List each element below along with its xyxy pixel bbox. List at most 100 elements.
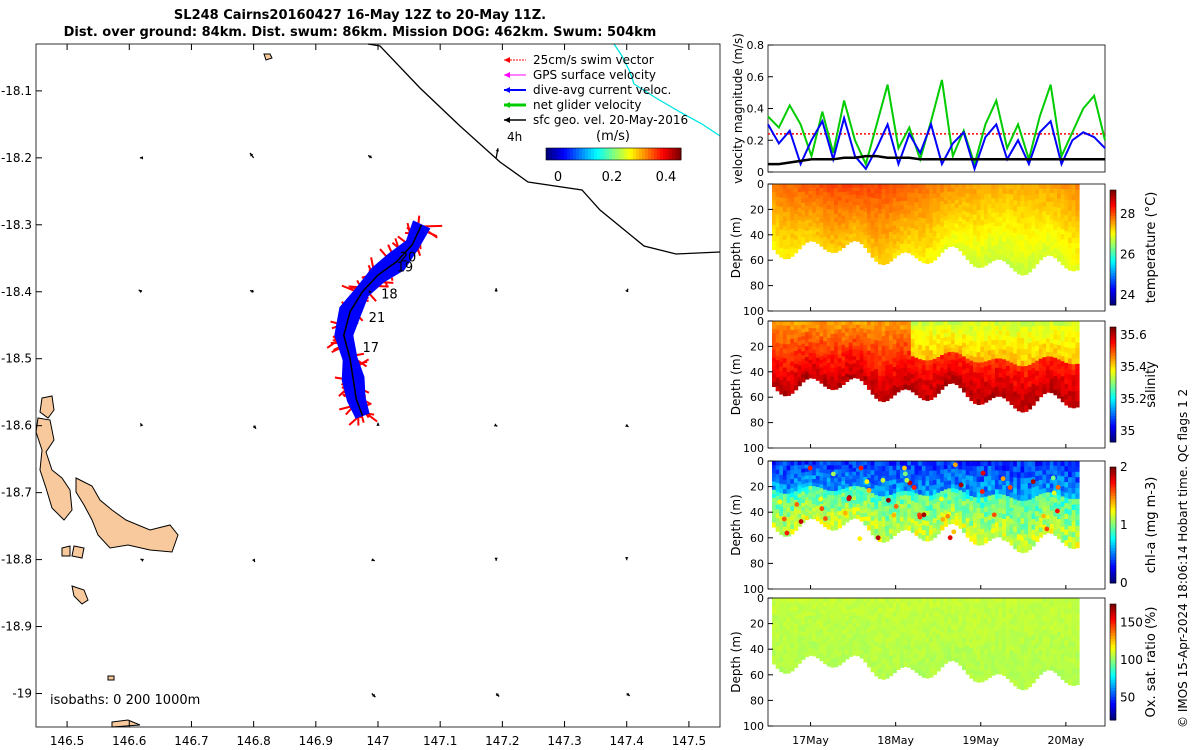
section-cell xyxy=(929,242,934,249)
section-cell xyxy=(819,230,824,236)
section-cell xyxy=(1005,390,1011,397)
section-cell xyxy=(867,372,872,378)
section-cell xyxy=(1027,227,1033,235)
section-cell xyxy=(826,184,832,189)
section-cell xyxy=(779,188,784,194)
chl-a-sample-dot xyxy=(951,529,957,535)
section-cell xyxy=(808,321,813,326)
legend-entry: dive-avg current veloc. xyxy=(533,83,671,97)
section-cell xyxy=(969,233,974,240)
section-cell xyxy=(819,613,824,619)
section-cell xyxy=(929,321,934,327)
section-cell xyxy=(914,357,919,364)
section-cell xyxy=(951,359,956,365)
section-cell xyxy=(888,378,894,385)
section-cell xyxy=(896,329,901,336)
section-cell xyxy=(903,359,908,365)
section-cell xyxy=(834,649,839,655)
section-cell xyxy=(819,609,824,615)
section-cell xyxy=(793,248,799,254)
section-cell xyxy=(940,508,945,514)
section-cell xyxy=(823,212,828,218)
section-cell xyxy=(1057,533,1062,540)
section-cell xyxy=(779,325,784,331)
section-cell xyxy=(830,222,835,228)
section-cell xyxy=(965,358,970,365)
section-cell xyxy=(1020,184,1025,191)
section-cell xyxy=(1024,326,1029,334)
section-cell xyxy=(907,192,912,198)
section-cell xyxy=(1071,504,1076,511)
section-cell xyxy=(856,335,861,340)
section-cell xyxy=(1060,234,1065,241)
section-cell xyxy=(965,372,970,379)
section-cell xyxy=(892,474,897,481)
section-cell xyxy=(1060,491,1065,498)
section-cell xyxy=(1005,228,1011,235)
section-cell xyxy=(823,505,828,511)
section-cell xyxy=(958,350,963,356)
colorbar-cell xyxy=(1110,241,1116,246)
section-cell xyxy=(980,461,985,468)
section-cell xyxy=(965,522,970,529)
colorbar-cell xyxy=(1110,472,1116,477)
speed-colorbar-cell xyxy=(639,148,643,160)
section-cell xyxy=(1009,534,1014,541)
section-cell xyxy=(775,223,780,229)
section-cell xyxy=(779,197,784,203)
section-cell xyxy=(848,645,854,650)
section-cell xyxy=(899,338,905,344)
section-cell xyxy=(965,503,970,510)
section-cell xyxy=(940,325,945,331)
section-cell xyxy=(962,461,967,467)
section-cell xyxy=(837,221,843,227)
section-cell xyxy=(925,461,930,467)
section-cell xyxy=(921,384,927,391)
section-cell xyxy=(1075,232,1080,239)
section-cell xyxy=(823,337,828,343)
section-cell xyxy=(914,488,919,495)
section-cell xyxy=(969,203,974,210)
section-cell xyxy=(815,464,821,470)
sfc-vel-arrowhead xyxy=(251,558,255,562)
section-cell xyxy=(998,184,1003,190)
section-cell xyxy=(804,612,810,618)
section-cell xyxy=(976,210,981,217)
section-cell xyxy=(980,383,985,389)
colorbar-cell xyxy=(1110,282,1116,286)
section-cell xyxy=(1002,231,1007,238)
section-cell xyxy=(845,206,850,212)
section-cell xyxy=(899,213,905,220)
section-cell xyxy=(1005,506,1011,512)
section-cell xyxy=(929,350,934,357)
section-cell xyxy=(881,506,886,513)
section-cell xyxy=(1053,211,1058,217)
section-cell xyxy=(859,335,864,341)
section-cell xyxy=(1020,506,1025,514)
colorbar-cell xyxy=(1110,498,1116,503)
section-cell xyxy=(834,610,839,616)
section-cell xyxy=(1027,200,1033,207)
section-cell xyxy=(921,223,927,229)
section-cell xyxy=(1064,529,1069,536)
section-cell xyxy=(965,353,970,360)
section-cell xyxy=(951,492,956,497)
section-cell xyxy=(965,461,970,467)
section-cell xyxy=(797,501,802,507)
section-cell xyxy=(892,325,897,332)
section-cell xyxy=(892,357,897,364)
section-cell xyxy=(903,222,908,228)
section-cell xyxy=(874,388,879,394)
section-cell xyxy=(881,184,886,190)
section-cell xyxy=(998,531,1003,538)
section-cell xyxy=(940,213,945,219)
chl-a-sample-dot xyxy=(939,496,944,502)
section-cell xyxy=(991,475,996,482)
section-cell xyxy=(921,321,927,327)
section-cell xyxy=(874,369,879,375)
section-cell xyxy=(896,210,901,216)
section-cell xyxy=(812,623,817,628)
section-cell xyxy=(848,515,854,520)
section-cell xyxy=(936,474,941,480)
section-cell xyxy=(870,375,875,382)
